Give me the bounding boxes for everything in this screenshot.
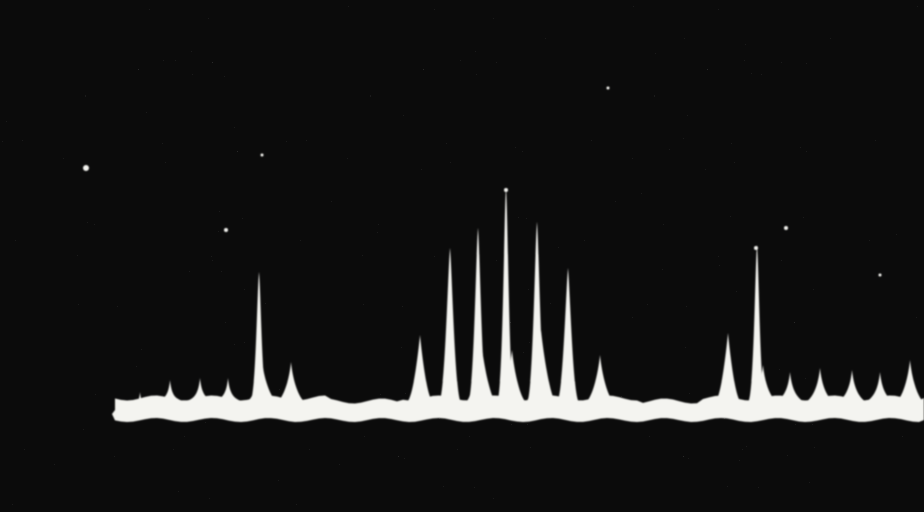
speck <box>607 87 610 90</box>
speck <box>261 154 264 157</box>
speck <box>224 228 228 232</box>
film-grain <box>0 0 924 512</box>
page: (() => { const ns = 'http://www.w3.org/2… <box>0 0 924 512</box>
speck <box>83 165 89 171</box>
speck <box>504 188 508 192</box>
speck <box>784 226 788 230</box>
speck <box>879 274 882 277</box>
oscilloscope-photo <box>0 0 924 512</box>
speck <box>754 246 758 250</box>
